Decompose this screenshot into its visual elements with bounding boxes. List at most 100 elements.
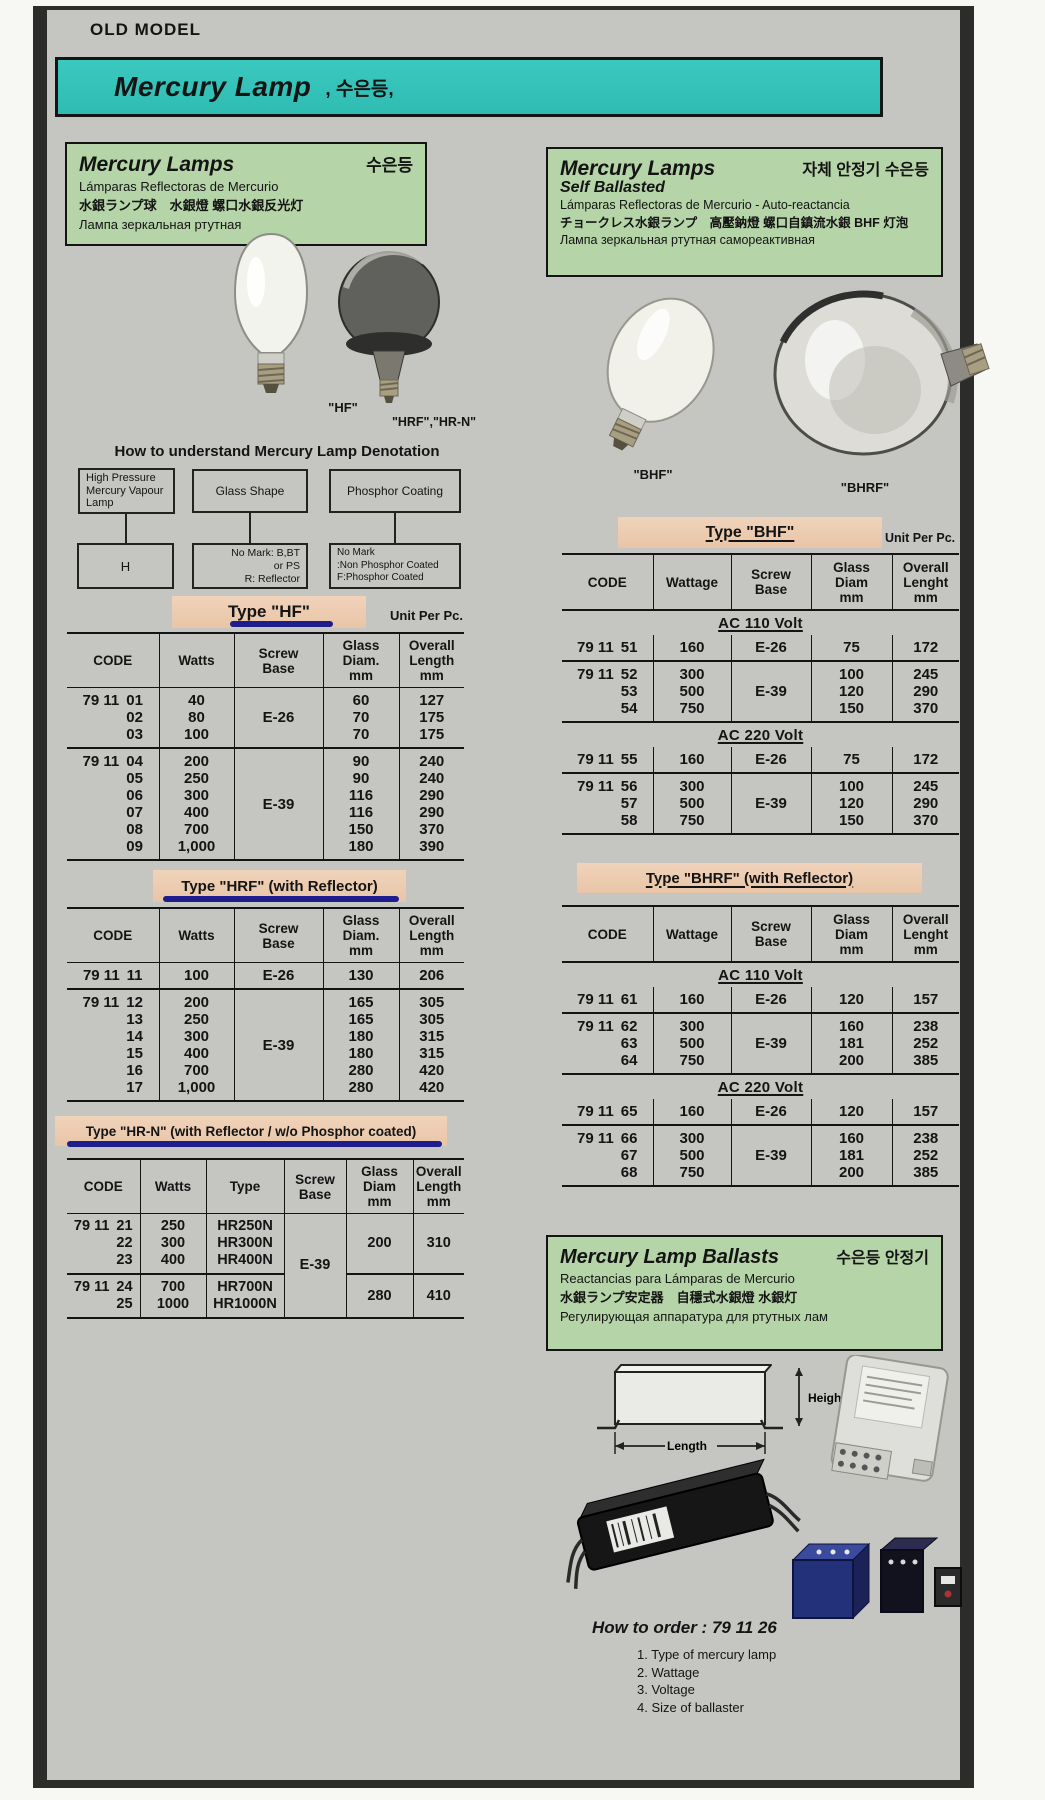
length-cell: 305 305 315 315 420 420 xyxy=(398,989,464,1101)
bhf-lamp-label: "BHF" xyxy=(633,467,673,482)
type-cell: HR700N HR1000N xyxy=(205,1274,284,1318)
table-row: 79 11 12 13 14 15 16 17 200 250 300 400 7… xyxy=(67,989,464,1101)
code-cell: 79 11 56 57 58 xyxy=(577,778,638,829)
section-title-korean: 수은등 xyxy=(366,156,413,175)
col-header-diam: Glass Diam mm xyxy=(810,554,892,611)
col-header-base: Screw Base xyxy=(233,633,323,688)
ballasts-header-box: Mercury Lamp Ballasts 수은등 안정기 Reactancia… xyxy=(546,1235,943,1351)
code-cell: 79 11 11 xyxy=(67,962,159,990)
base-cell: E-39 xyxy=(730,661,811,723)
table-row: 79 11 01 02 03 40 80 100 E-26 60 70 70 12… xyxy=(67,687,464,749)
hf-lamp-label: "HF" xyxy=(328,400,358,415)
col-header-length: Overall Length mm xyxy=(398,908,464,963)
col-header-wattage: Wattage xyxy=(652,554,731,611)
section-title-japanese: 水銀ランプ安定器 自穩式水銀燈 水銀灯 xyxy=(560,1290,798,1305)
col-header-diam: Glass Diam. mm xyxy=(322,908,399,963)
col-header-base: Screw Base xyxy=(730,554,811,611)
code-cell: 79 11 01 02 03 xyxy=(67,687,159,749)
hrf-lamp-image xyxy=(338,249,440,403)
diam-cell: 90 90 116 116 150 180 xyxy=(322,748,399,860)
voltage-label: AC 220 Volt xyxy=(717,727,804,744)
base-cell: E-26 xyxy=(233,962,323,990)
length-cell: 245 290 370 xyxy=(891,773,959,834)
col-header-watts: Watts xyxy=(158,633,234,688)
base-cell: E-39 xyxy=(233,989,323,1101)
bhf-table: CODE Wattage Screw Base Glass Diam mm Ov… xyxy=(562,553,959,835)
table-row: 79 11 66 67 68 300 500 750 E-39 160 181 2… xyxy=(562,1125,959,1186)
code-cell: 79 11 12 13 14 15 16 17 xyxy=(82,994,143,1096)
length-cell: 157 xyxy=(891,1099,959,1126)
type-cell: HR250N HR300N HR400N xyxy=(205,1213,284,1275)
length-cell: 172 xyxy=(891,747,959,774)
base-cell: E-39 xyxy=(730,1013,811,1075)
diam-cell: 280 xyxy=(345,1274,413,1318)
table-row: 79 11 11 100 E-26 130 206 xyxy=(67,962,464,990)
code-cell: 79 11 61 xyxy=(562,987,653,1014)
table-row: 79 11 51 160 E-26 75 172 xyxy=(562,635,959,662)
col-header-base: Screw Base xyxy=(730,906,811,963)
col-header-code: CODE xyxy=(67,633,159,688)
length-cell: 410 xyxy=(412,1274,464,1318)
base-cell: E-26 xyxy=(730,987,811,1014)
code-cell: 79 11 52 53 54 xyxy=(562,661,653,723)
base-cell: E-26 xyxy=(730,1099,811,1126)
section-title-korean: 자체 안정기 수은등 xyxy=(802,162,929,179)
length-cell: 245 290 370 xyxy=(891,661,959,723)
col-header-diam: Glass Diam. mm xyxy=(322,633,399,688)
hf-table: CODE Watts Screw Base Glass Diam. mm Ove… xyxy=(67,632,464,861)
denotation-box-h: H xyxy=(77,543,174,589)
watts-cell: 250 300 400 xyxy=(139,1213,206,1275)
ballast-dimension-drawing: Height Length xyxy=(597,1364,842,1454)
watts-cell: 200 250 300 400 700 1,000 xyxy=(158,748,234,860)
diam-cell: 75 xyxy=(810,747,892,774)
length-cell: 172 xyxy=(891,635,959,662)
ballast-photo xyxy=(830,1355,949,1482)
bhrf-lamp-label: "BHRF" xyxy=(840,480,890,495)
bhrf-table-heading: Type "BHRF" (with Reflector) xyxy=(577,863,922,893)
length-cell: 238 252 385 xyxy=(891,1013,959,1075)
ballast-components-photo xyxy=(791,1537,962,1620)
voltage-label: AC 110 Volt xyxy=(718,615,803,632)
section-title-japanese: チョークレス水銀ランプ 高壓鈉燈 螺口自鎮流水銀 BHF 灯泡 xyxy=(560,215,909,230)
hrf-table: CODE Watts Screw Base Glass Diam. mm Ove… xyxy=(67,907,464,1102)
section-title-japanese: 水銀ランプ球 水銀燈 螺口水銀反光灯 xyxy=(79,198,304,213)
diam-cell: 160 181 200 xyxy=(810,1013,892,1075)
voltage-label: AC 110 Volt xyxy=(718,967,803,984)
denotation-connector xyxy=(125,513,127,543)
hrn-heading-underline xyxy=(67,1141,442,1147)
table-row: 79 11 61 160 E-26 120 157 xyxy=(562,987,959,1014)
base-cell: E-39 xyxy=(730,1125,811,1186)
page-title-korean: , 수은등, xyxy=(325,78,394,100)
section-title-korean: 수은등 안정기 xyxy=(836,1250,929,1267)
table-row: 79 11 56 57 58 300 500 750 E-39 100 120 1… xyxy=(562,773,959,834)
section-subtitle: Self Ballasted xyxy=(560,179,665,196)
code-cell: 79 11 66 67 68 xyxy=(577,1130,638,1181)
denotation-box-phosphor-marks: No Mark :Non Phosphor Coated F:Phosphor … xyxy=(329,543,461,589)
section-title-spanish: Reactancias para Lámparas de Mercurio xyxy=(560,1271,795,1286)
wattage-cell: 300 500 750 xyxy=(652,1125,731,1186)
page-title-banner: Mercury Lamp , 수은등, xyxy=(55,57,883,117)
how-to-order-title: How to order : 79 11 26 xyxy=(592,1618,777,1637)
table-row: 79 11 52 53 54 300 500 750 E-39 100 120 1… xyxy=(562,661,959,723)
table-row: 79 11 62 63 64 300 500 750 E-39 160 181 2… xyxy=(562,1013,959,1075)
table-row: 79 11 55 160 E-26 75 172 xyxy=(562,747,959,774)
col-header-code: CODE xyxy=(67,1159,140,1214)
bhrf-lamp-image xyxy=(773,290,990,456)
wattage-cell: 160 xyxy=(652,635,731,662)
length-cell: 206 xyxy=(398,962,464,990)
hf-heading-underline xyxy=(230,621,333,627)
col-header-base: Screw Base xyxy=(283,1159,346,1214)
section-title: Mercury Lamps xyxy=(560,157,716,180)
col-header-code: CODE xyxy=(562,554,653,611)
table-header-row: CODE Wattage Screw Base Glass Diam mm Ov… xyxy=(562,906,959,963)
col-header-diam: Glass Diam mm xyxy=(810,906,892,963)
denotation-connector xyxy=(249,513,251,543)
col-header-watts: Watts xyxy=(158,908,234,963)
table-header-row: CODE Wattage Screw Base Glass Diam mm Ov… xyxy=(562,554,959,611)
denotation-box-glass-marks: No Mark: B,BT or PS R: Reflector xyxy=(192,543,308,589)
diam-cell: 100 120 150 xyxy=(810,773,892,834)
bhrf-table: CODE Wattage Screw Base Glass Diam mm Ov… xyxy=(562,905,959,1187)
base-cell: E-39 xyxy=(730,773,811,834)
table-header-row: CODE Watts Screw Base Glass Diam. mm Ove… xyxy=(67,908,464,963)
hf-lamp-image xyxy=(233,232,309,393)
